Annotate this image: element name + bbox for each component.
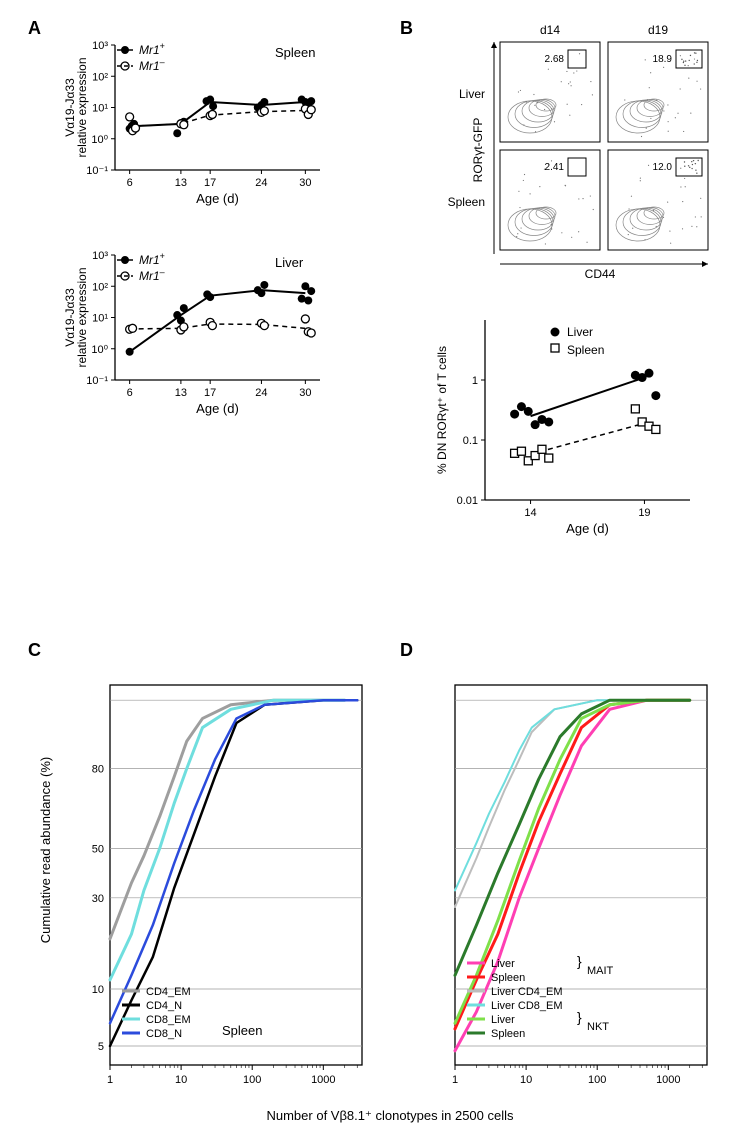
svg-text:Mr1+: Mr1+ — [139, 41, 165, 57]
svg-text:2.68: 2.68 — [545, 54, 565, 65]
svg-text:30: 30 — [299, 177, 311, 189]
svg-text:Mr1–: Mr1– — [139, 57, 165, 73]
svg-text:Mr1+: Mr1+ — [139, 251, 165, 267]
svg-text:Liver CD8_EM: Liver CD8_EM — [491, 1000, 563, 1012]
svg-text:14: 14 — [524, 507, 536, 519]
scatter-chart: 10⁻¹10⁰10¹10²10³613172430Age (d)Vα19-Jα3… — [60, 30, 330, 210]
panel-d-chart: 1 10 100 1000 Liver Spleen Liver CD4_EM Liver C… — [415, 675, 715, 1100]
svg-text:Liver: Liver — [459, 87, 485, 101]
svg-text:24: 24 — [255, 387, 267, 399]
svg-text:Spleen: Spleen — [567, 343, 604, 357]
svg-text:}: } — [577, 1009, 582, 1025]
svg-text:CD8_N: CD8_N — [146, 1028, 182, 1040]
svg-text:Age (d): Age (d) — [196, 401, 239, 416]
svg-text:19: 19 — [638, 507, 650, 519]
svg-text:Age (d): Age (d) — [196, 191, 239, 206]
svg-text:2.41: 2.41 — [545, 162, 565, 173]
svg-text:13: 13 — [175, 177, 187, 189]
svg-text:Age (d): Age (d) — [566, 521, 609, 536]
panel-c-chart: 5103050801101001000CD4_EMCD4_NCD8_EMCD8_… — [70, 675, 370, 1100]
svg-text:Liver: Liver — [491, 958, 515, 970]
svg-text:relative expression: relative expression — [75, 57, 89, 157]
svg-text:100: 100 — [588, 1074, 606, 1086]
svg-text:10¹: 10¹ — [92, 103, 108, 115]
svg-text:10⁻¹: 10⁻¹ — [86, 165, 108, 177]
svg-text:13: 13 — [175, 387, 187, 399]
svg-text:6: 6 — [127, 177, 133, 189]
svg-text:10⁰: 10⁰ — [91, 344, 108, 356]
panel-c-ylabel: Cumulative read abundance (%) — [38, 680, 53, 1020]
panel-b-label: B — [400, 18, 413, 39]
panel-a-label: A — [28, 18, 41, 39]
svg-text:% DN RORγt⁺ of T cells: % DN RORγt⁺ of T cells — [435, 346, 449, 474]
svg-text:Spleen: Spleen — [491, 972, 525, 984]
svg-text:CD44: CD44 — [585, 267, 616, 281]
svg-text:1: 1 — [107, 1074, 113, 1086]
svg-text:1000: 1000 — [311, 1074, 335, 1086]
svg-text:d19: d19 — [648, 23, 668, 37]
svg-text:17: 17 — [204, 177, 216, 189]
svg-text:12.0: 12.0 — [653, 162, 673, 173]
svg-text:Spleen: Spleen — [448, 195, 485, 209]
svg-text:Spleen: Spleen — [491, 1028, 525, 1040]
svg-text:CD4_EM: CD4_EM — [146, 986, 191, 998]
svg-text:1: 1 — [472, 375, 478, 387]
svg-text:100: 100 — [243, 1074, 261, 1086]
svg-text:Liver CD4_EM: Liver CD4_EM — [491, 986, 563, 998]
panel-d-label: D — [400, 640, 413, 661]
svg-text:Spleen: Spleen — [275, 45, 315, 60]
svg-text:10: 10 — [92, 984, 104, 996]
svg-text:24: 24 — [255, 177, 267, 189]
svg-text:10²: 10² — [92, 71, 108, 83]
svg-text:d14: d14 — [540, 23, 560, 37]
svg-text:10²: 10² — [92, 281, 108, 293]
svg-text:CD4_N: CD4_N — [146, 1000, 182, 1012]
svg-text:RORγt-GFP: RORγt-GFP — [471, 118, 485, 183]
svg-text:Mr1–: Mr1– — [139, 267, 165, 283]
panel-b-scatter: 0.01 0.1 1 14 19 Age (d) % DN RORγt⁺ of T cell… — [430, 305, 700, 545]
svg-text:1000: 1000 — [656, 1074, 680, 1086]
svg-text:10¹: 10¹ — [92, 313, 108, 325]
svg-text:MAIT: MAIT — [587, 965, 614, 977]
svg-text:30: 30 — [299, 387, 311, 399]
svg-text:10³: 10³ — [92, 250, 108, 262]
svg-text:10: 10 — [520, 1074, 532, 1086]
svg-text:18.9: 18.9 — [653, 54, 673, 65]
svg-text:30: 30 — [92, 893, 104, 905]
svg-text:Liver: Liver — [491, 1014, 515, 1026]
svg-text:0.01: 0.01 — [457, 495, 478, 507]
svg-text:50: 50 — [92, 843, 104, 855]
svg-text:relative expression: relative expression — [75, 267, 89, 367]
svg-text:10³: 10³ — [92, 40, 108, 52]
svg-text:Liver: Liver — [275, 255, 304, 270]
svg-text:10⁰: 10⁰ — [91, 134, 108, 146]
svg-text:80: 80 — [92, 764, 104, 776]
svg-text:Spleen: Spleen — [222, 1023, 262, 1038]
scatter-chart: 10⁻¹10⁰10¹10²10³613172430Age (d)Vα19-Jα3… — [60, 240, 330, 420]
svg-text:}: } — [577, 953, 582, 969]
svg-text:Liver: Liver — [567, 325, 593, 339]
panel-b-facs: d14 d19 Liver 2.68 18.9 Spleen 2.41 12.0 CD44 ROR… — [430, 20, 720, 295]
svg-text:0.1: 0.1 — [463, 435, 478, 447]
svg-text:1: 1 — [452, 1074, 458, 1086]
svg-text:10⁻¹: 10⁻¹ — [86, 375, 108, 387]
svg-text:CD8_EM: CD8_EM — [146, 1014, 191, 1026]
svg-text:5: 5 — [98, 1041, 104, 1053]
panel-c-label: C — [28, 640, 41, 661]
panel-cd-xlabel: Number of Vβ8.1⁺ clonotypes in 2500 cell… — [110, 1108, 670, 1124]
svg-text:6: 6 — [127, 387, 133, 399]
svg-text:17: 17 — [204, 387, 216, 399]
svg-text:10: 10 — [175, 1074, 187, 1086]
svg-text:NKT: NKT — [587, 1021, 609, 1033]
